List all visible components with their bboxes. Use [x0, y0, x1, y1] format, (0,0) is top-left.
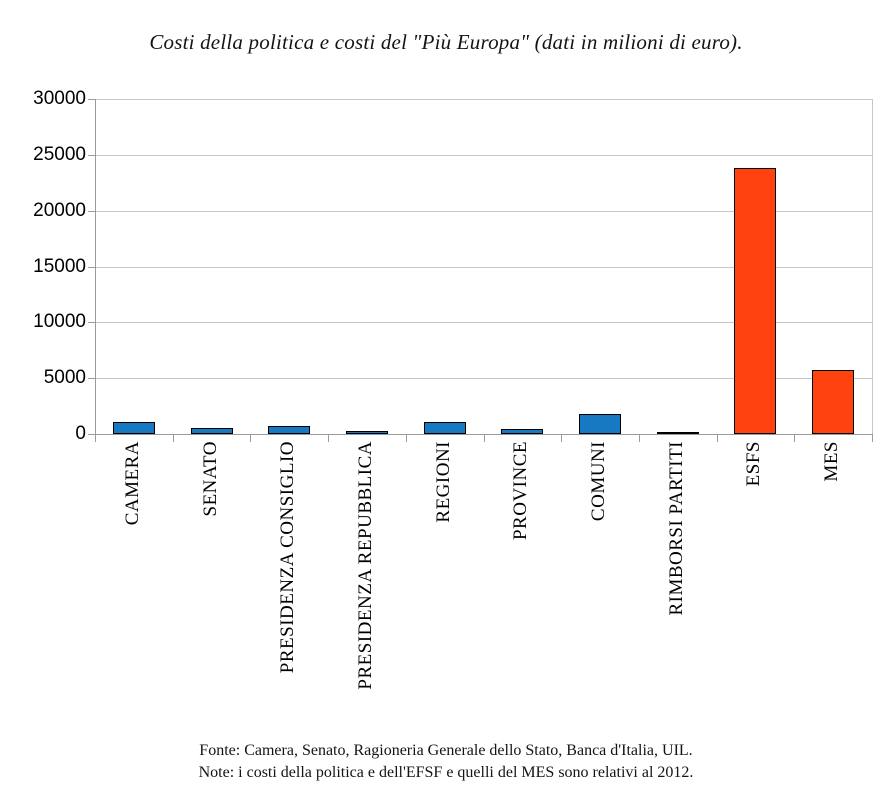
x-axis-tick	[250, 434, 252, 442]
footer-note: Note: i costi della politica e dell'EFSF…	[198, 764, 694, 781]
gridline-10000	[95, 322, 872, 324]
gridline-5000	[95, 378, 872, 380]
y-axis-tick	[88, 99, 95, 100]
bar-camera	[113, 422, 155, 434]
y-axis-label: 30000	[33, 88, 86, 109]
y-axis-label: 25000	[33, 143, 86, 165]
category-label-camera: CAMERA	[122, 441, 143, 526]
bar-comuni	[579, 414, 621, 434]
plot-right-border	[872, 99, 873, 434]
y-axis-label: 5000	[43, 367, 86, 389]
y-axis-tick	[88, 322, 95, 324]
category-label-province: PROVINCE	[510, 441, 531, 541]
y-axis-label: 15000	[33, 255, 86, 277]
category-label-esfs: ESFS	[743, 441, 764, 487]
x-axis-tick	[561, 434, 563, 442]
x-axis-tick	[172, 434, 174, 442]
bar-esfs	[734, 168, 776, 434]
bar-regioni	[424, 422, 466, 434]
gridline-25000	[95, 154, 872, 156]
x-axis-tick	[638, 434, 640, 442]
y-axis-tick	[88, 210, 95, 212]
footer-source: Fonte: Camera, Senato, Ragioneria Genera…	[199, 742, 693, 759]
category-label-presidenza-consiglio: PRESIDENZA CONSIGLIO	[277, 441, 298, 674]
bar-rimborsi-partiti	[657, 432, 699, 434]
y-axis-line	[95, 99, 96, 442]
chart-title: Costi della politica e costi del "Più Eu…	[149, 30, 743, 54]
x-axis-tick	[794, 434, 796, 442]
x-axis-tick	[328, 434, 330, 442]
y-axis-tick	[88, 154, 95, 156]
y-axis-label: 20000	[33, 199, 86, 221]
category-label-regioni: REGIONI	[433, 441, 454, 523]
gridline-30000	[95, 99, 872, 100]
category-label-senato: SENATO	[200, 441, 221, 517]
bar-mes	[812, 370, 854, 434]
y-axis-tick	[88, 266, 95, 268]
gridline-20000	[95, 210, 872, 212]
x-axis-tick	[716, 434, 718, 442]
y-axis-label: 0	[75, 423, 86, 444]
category-label-comuni: COMUNI	[588, 441, 609, 522]
category-label-mes: MES	[821, 441, 842, 482]
bar-province	[501, 429, 543, 434]
x-axis-tick	[483, 434, 485, 442]
x-axis-tick	[872, 434, 873, 442]
y-axis-tick	[88, 378, 95, 380]
x-axis-tick	[405, 434, 407, 442]
gridline-15000	[95, 266, 872, 268]
category-label-rimborsi-partiti: RIMBORSI PARTITI	[666, 441, 687, 616]
bar-presidenza-repubblica	[346, 431, 388, 434]
y-axis-label: 10000	[33, 311, 86, 333]
y-axis-tick	[88, 434, 95, 435]
x-axis-tick	[95, 434, 96, 442]
category-label-presidenza-repubblica: PRESIDENZA REPUBBLICA	[355, 441, 376, 690]
bar-presidenza-consiglio	[268, 426, 310, 434]
bar-senato	[191, 428, 233, 434]
